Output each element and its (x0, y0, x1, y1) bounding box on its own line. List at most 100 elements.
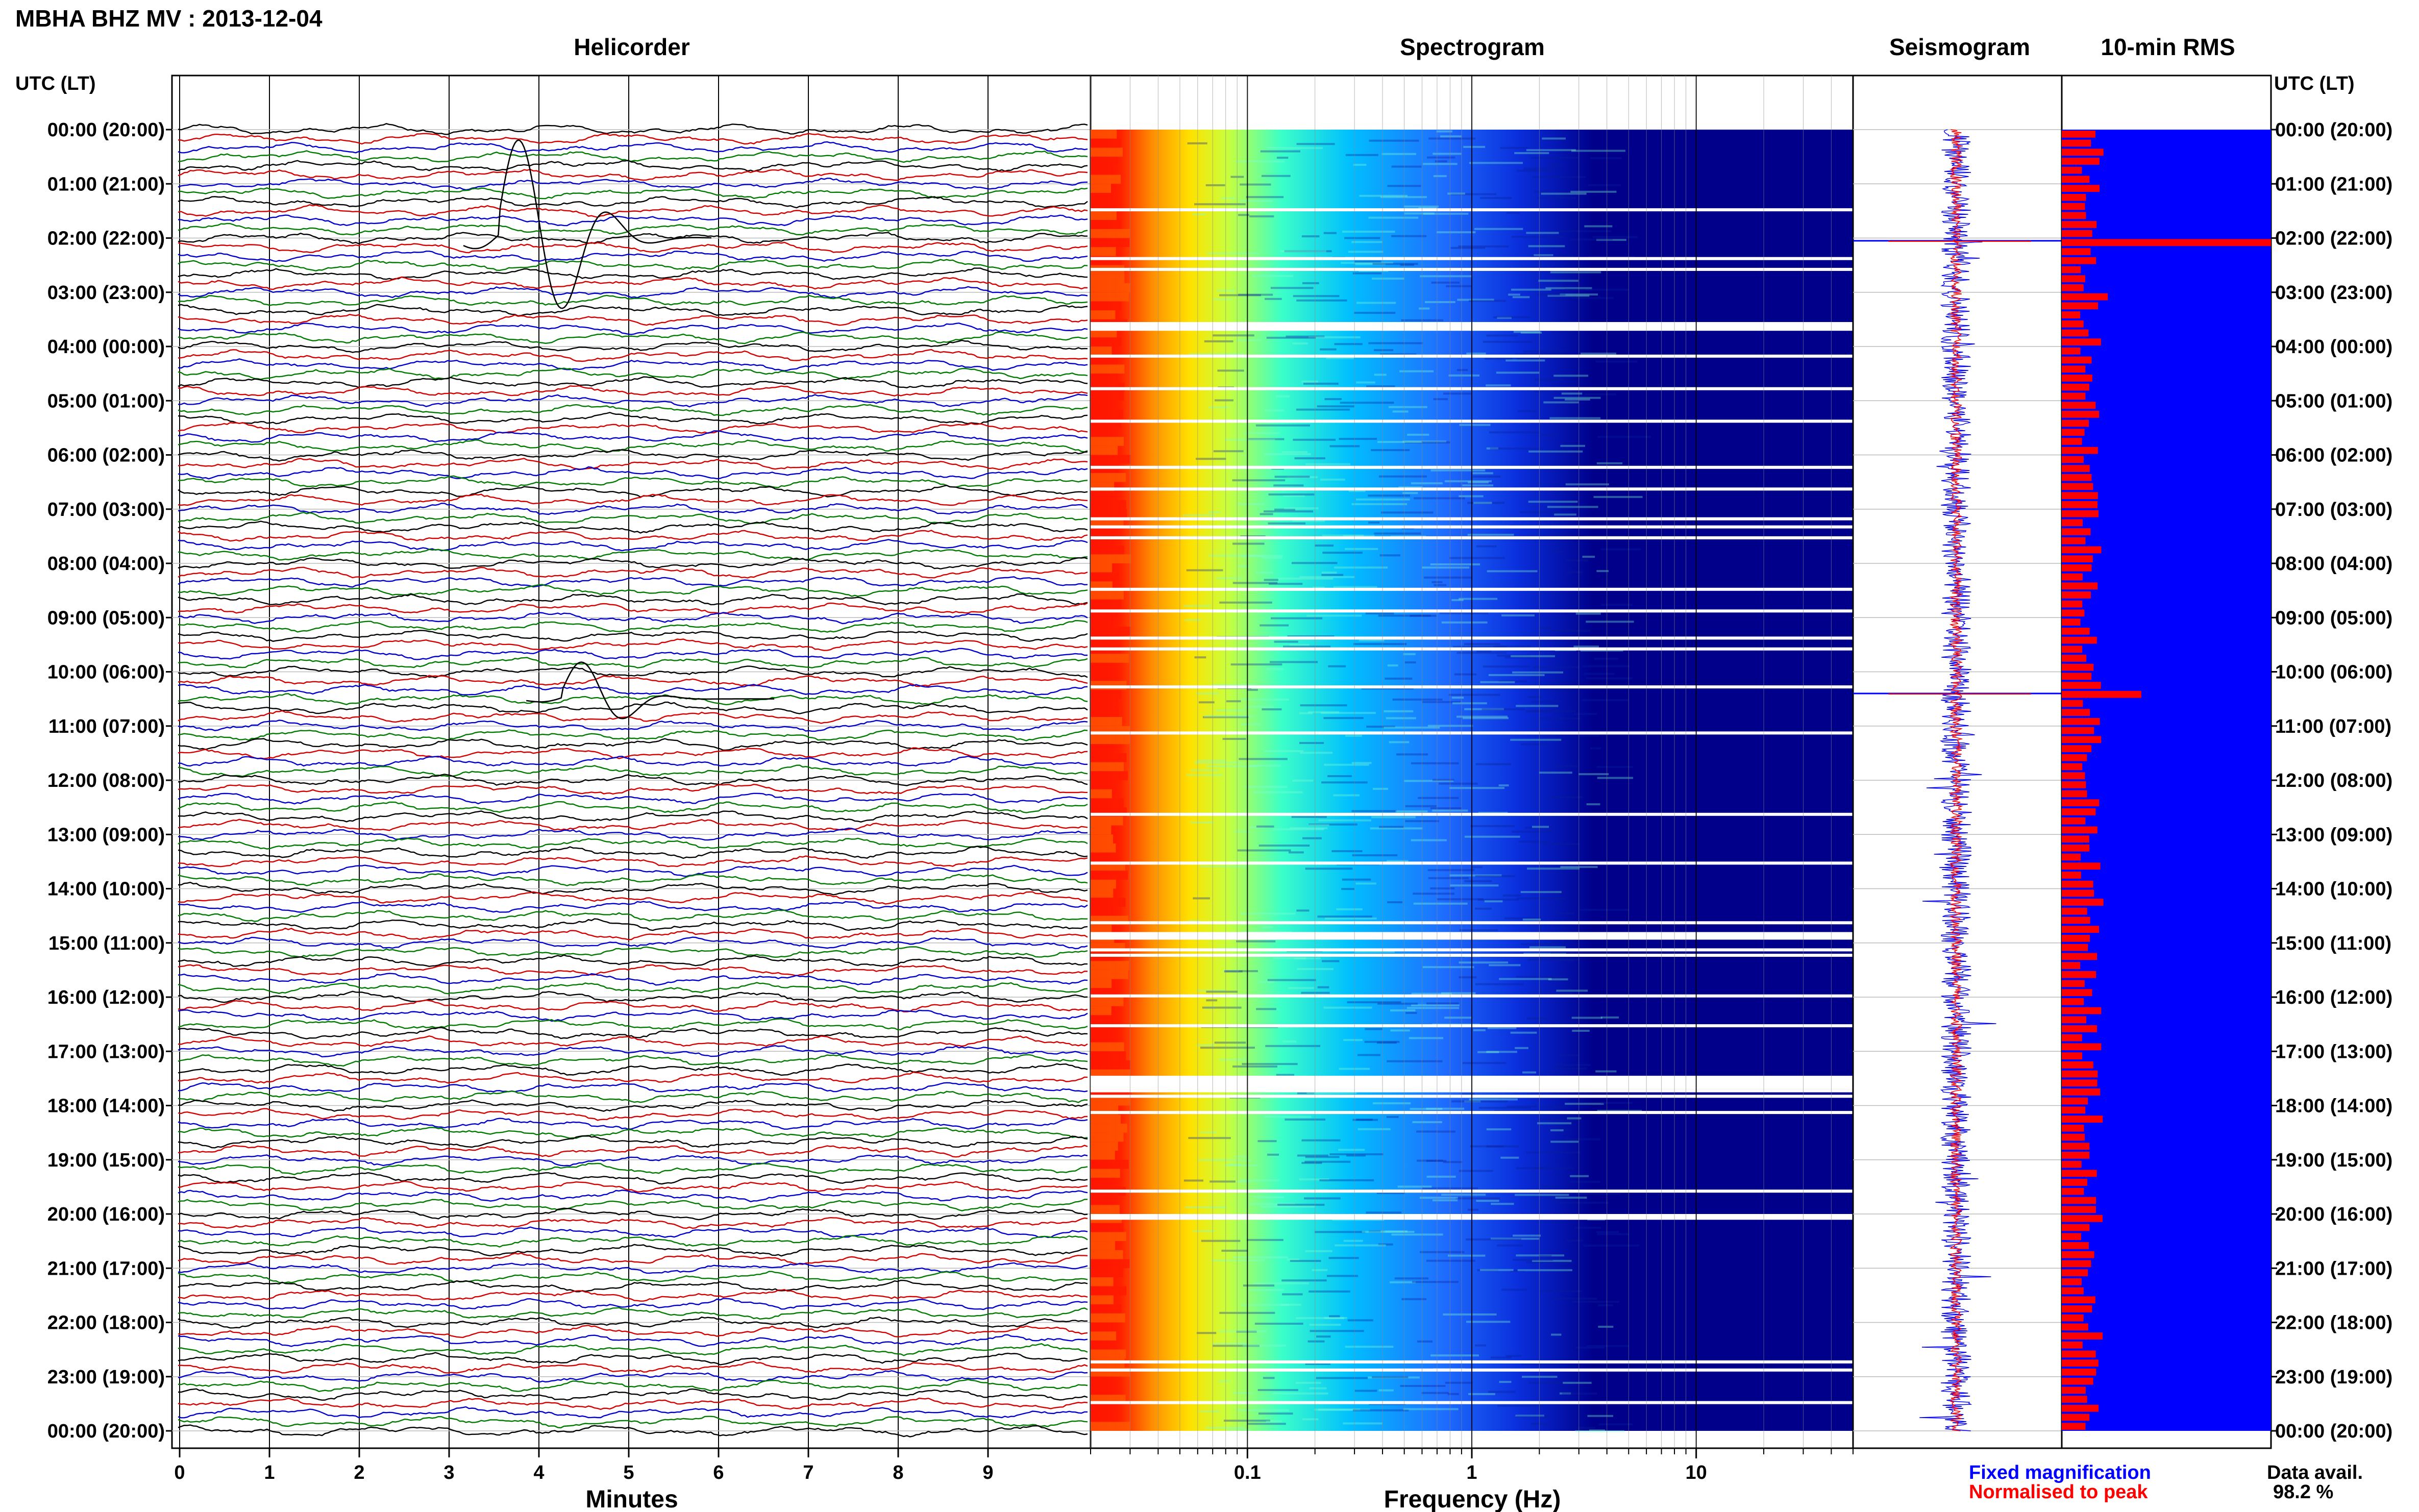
spectrogram-streak (1207, 252, 1259, 255)
time-label-left: 00:00 (20:00) (47, 1421, 165, 1442)
spectrogram-streak (1467, 502, 1505, 504)
spectrogram-streak (1457, 369, 1468, 371)
spectrogram-streak (1189, 920, 1201, 922)
spectrogram-streak (1430, 887, 1455, 889)
helicorder-trace (178, 747, 1088, 759)
spectrogram-streak (1378, 614, 1431, 617)
helicorder-trace (178, 810, 1088, 823)
panel-title-seismogram: Seismogram (1889, 34, 2030, 60)
rms-bar (2062, 474, 2092, 481)
spectrogram-streak (1486, 1145, 1504, 1148)
spectrogram-streak (1423, 212, 1469, 215)
spectrogram-streak (1588, 184, 1621, 186)
spectrogram-streak (1565, 483, 1609, 486)
spectrogram-streak (1294, 957, 1321, 960)
spectrogram-lowfreq-row (1091, 175, 1121, 184)
spectrogram-streak (1322, 534, 1364, 537)
spectrogram-streak (1267, 147, 1323, 150)
spectrogram-streak (1600, 1016, 1619, 1019)
spectrogram-streak (1411, 1004, 1460, 1006)
spectrogram-streak (1398, 486, 1423, 488)
spectrogram-streak (1391, 235, 1427, 237)
spectrogram-streak (1589, 1429, 1606, 1432)
spectrogram-streak (1316, 1377, 1368, 1379)
spectrogram-streak (1390, 1009, 1416, 1012)
spectrogram-streak (1262, 557, 1282, 559)
rms-bar (2062, 646, 2083, 653)
spectrogram-streak (1533, 710, 1549, 712)
helicorder-trace (178, 1279, 1088, 1293)
rms-bar (2062, 591, 2091, 599)
spectrogram-streak (1537, 196, 1576, 199)
spectrogram-streak (1421, 1392, 1449, 1394)
spectrogram-lowfreq-row (1091, 473, 1126, 482)
spectrogram-streak (1265, 298, 1282, 300)
spectrogram-streak (1227, 1428, 1252, 1431)
spectrogram-streak (1584, 393, 1616, 395)
spectrogram-streak (1369, 139, 1419, 142)
spectrogram-lowfreq-row (1091, 1232, 1126, 1242)
spectrogram-streak (1439, 782, 1478, 785)
helicorder-trace (178, 1054, 1088, 1067)
spectrogram-lowfreq-row (1091, 301, 1122, 311)
frequency-tick-label: 0.1 (1234, 1462, 1261, 1483)
spectrogram-streak (1451, 1100, 1508, 1103)
spectrogram-streak (1594, 658, 1618, 660)
rms-bar (2062, 618, 2081, 626)
spectrogram-streak (1217, 369, 1244, 372)
spectrogram-lowfreq-row (1091, 193, 1112, 202)
spectrogram-streak (1238, 214, 1249, 216)
rms-bar (2062, 429, 2085, 436)
spectrogram-streak (1309, 1324, 1341, 1326)
rms-bar (2062, 826, 2097, 834)
spectrogram-streak (1484, 358, 1513, 360)
helicorder-trace (178, 385, 1088, 396)
spectrogram-streak (1559, 959, 1574, 961)
time-label-right: 08:00 (04:00) (2275, 553, 2392, 575)
spectrogram-streak (1371, 449, 1410, 452)
spectrogram-streak (1464, 708, 1504, 710)
spectrogram-streak (1206, 765, 1258, 767)
spectrogram-lowfreq-row (1091, 762, 1124, 772)
rms-bar (2062, 1116, 2103, 1123)
helicorder-trace (178, 196, 1088, 209)
spectrogram-streak (1252, 275, 1294, 277)
spectrogram-streak (1333, 586, 1377, 588)
rms-bar (2062, 1305, 2092, 1312)
helicorder-trace (178, 141, 1088, 154)
spectrogram-streak (1450, 246, 1485, 249)
spectrogram-streak (1484, 900, 1503, 903)
time-label-right: 16:00 (12:00) (2275, 987, 2392, 1008)
spectrogram-streak (1517, 897, 1566, 900)
helicorder-trace (178, 1027, 1088, 1039)
spectrogram-streak (1287, 476, 1318, 479)
helicorder-trace (178, 214, 1088, 227)
spectrogram-streak (1416, 1130, 1456, 1133)
spectrogram-streak (1523, 350, 1567, 353)
spectrogram-streak (1196, 759, 1226, 762)
rms-bar (2062, 519, 2083, 527)
spectrogram-streak (1600, 548, 1641, 551)
spectrogram-lowfreq-row (1091, 527, 1115, 536)
spectrogram-streak (1554, 513, 1576, 516)
rms-bar (2062, 419, 2089, 427)
spectrogram-streak (1525, 710, 1576, 712)
time-label-left: 21:00 (17:00) (47, 1258, 165, 1279)
spectrogram-streak (1554, 1129, 1571, 1131)
rms-bar (2062, 980, 2085, 987)
helicorder-trace (178, 1063, 1088, 1076)
spectrogram-streak (1232, 582, 1278, 584)
helicorder-trace (178, 458, 1088, 470)
rms-bar (2062, 1233, 2081, 1241)
helicorder-trace (178, 576, 1088, 588)
spectrogram-streak (1464, 643, 1500, 646)
helicorder-trace (178, 422, 1088, 434)
spectrogram-streak (1206, 990, 1238, 993)
spectrogram-streak (1276, 157, 1289, 159)
spectrogram-streak (1254, 1323, 1303, 1325)
spectrogram-streak (1562, 1393, 1597, 1395)
legend-normalised-to-peak: Normalised to peak (1969, 1481, 2148, 1503)
spectrogram-streak (1427, 869, 1475, 872)
rms-bar (2062, 673, 2092, 680)
spectrogram-streak (1542, 137, 1566, 140)
